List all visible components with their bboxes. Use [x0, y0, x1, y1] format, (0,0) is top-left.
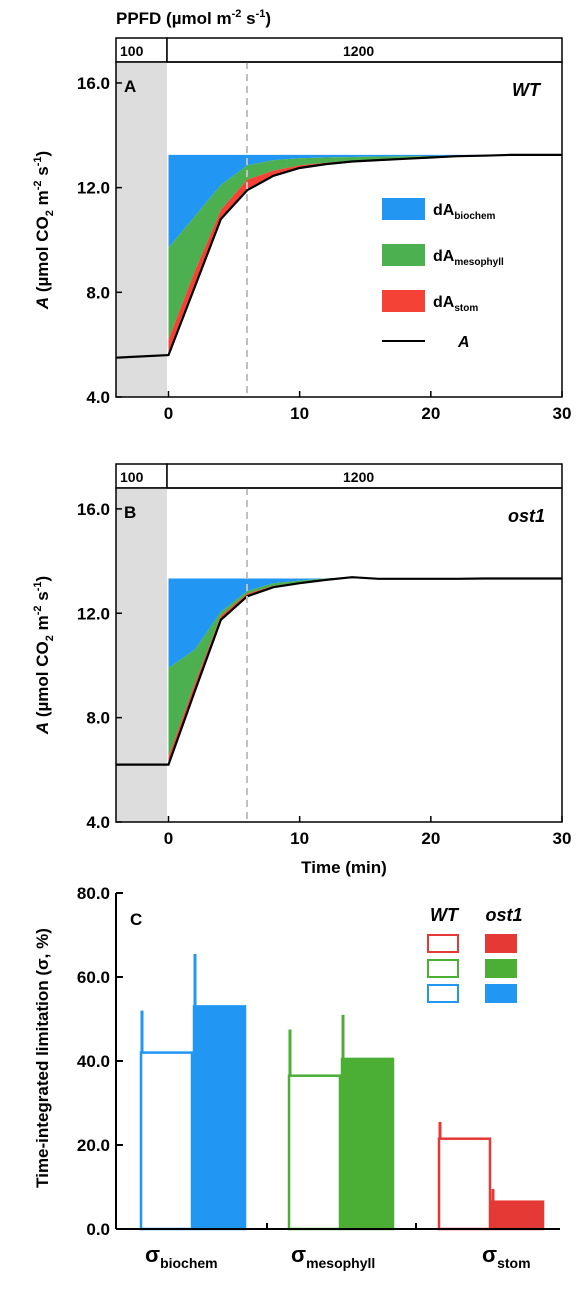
legend-prefix-biochem: dA — [433, 202, 455, 219]
legend-swatch-wt-biochem — [427, 984, 459, 1003]
y-tick-label: 60.0 — [77, 968, 110, 987]
bar-ost1-biochem — [192, 1005, 247, 1231]
legend-sub-biochem: biochem — [454, 211, 495, 222]
ticks-b: 0 10 20 30 4.0 8.0 12.0 16.0 — [77, 500, 572, 848]
x-tick-label: 0 — [164, 829, 173, 848]
x-axis-label: Time (min) — [301, 858, 387, 877]
panel-a: 100 1200 A WT dAbiochem dAmesophyll dAst… — [32, 37, 572, 423]
legend-sub-mesophyll: mesophyll — [454, 257, 504, 268]
y-tick-label: 0.0 — [86, 1220, 110, 1239]
legend-sub-stom: stom — [454, 303, 478, 314]
y-tick-label: 16.0 — [77, 74, 110, 93]
line-a — [116, 576, 562, 766]
y-tick-label: 12.0 — [77, 179, 110, 198]
bar-wt-stom — [437, 1137, 492, 1231]
genotype-label-wt: WT — [512, 80, 542, 100]
legend-prefix-stom: dA — [433, 294, 455, 311]
ppfd-label: PPFD (µmol m-2 s-1) — [116, 8, 271, 28]
bar-wt-biochem — [139, 1051, 194, 1231]
areas-a — [115, 153, 562, 359]
legend-label-biochem: dAbiochem — [433, 202, 496, 222]
x-tick-label: 30 — [553, 829, 572, 848]
y-tick-label: 16.0 — [77, 500, 110, 519]
y-tick-label: 4.0 — [86, 813, 110, 832]
panel-label-b: B — [124, 503, 136, 522]
legend-swatch-ost1-stom — [485, 934, 517, 953]
y-tick-label: 4.0 — [86, 388, 110, 407]
bars-c — [139, 953, 545, 1231]
ticks-a: 0 10 20 30 4.0 8.0 12.0 16.0 — [77, 74, 572, 423]
panel-label-c: C — [130, 910, 142, 929]
panel-c: 0.0 20.0 40.0 60.0 80.0 C WT ost1 σbiochem σm… — [33, 884, 560, 1271]
ppfd-bar-high — [166, 463, 563, 489]
ppfd-bar-low-label: 100 — [120, 43, 144, 59]
genotype-label-ost1: ost1 — [508, 506, 545, 526]
x-tick-label: 20 — [421, 404, 440, 423]
ppfd-bar-high-label: 1200 — [343, 43, 374, 59]
ppfd-bar-low — [115, 463, 168, 489]
ppfd-bar-high-label: 1200 — [343, 469, 374, 485]
y-tick-label: 12.0 — [77, 604, 110, 623]
x-tick-label: 20 — [421, 829, 440, 848]
line-a — [115, 153, 562, 359]
area-biochem — [168, 154, 562, 248]
legend-swatch-ost1-mesophyll — [485, 959, 517, 978]
legend-swatch-stom — [382, 290, 425, 312]
ppfd-bar-low-label: 100 — [120, 469, 144, 485]
x-tick-label: 10 — [290, 404, 309, 423]
y-axis-label-c: Time-integrated limitation (σ, %) — [33, 928, 52, 1188]
y-tick-label: 20.0 — [77, 1136, 110, 1155]
plot-frame-b — [115, 487, 563, 823]
plot-frame-a — [115, 61, 563, 398]
legend-swatch-ost1-biochem — [485, 984, 517, 1003]
panel-label-a: A — [124, 77, 136, 96]
ticks-c: 0.0 20.0 40.0 60.0 80.0 — [77, 884, 417, 1239]
legend-c-swatches — [427, 934, 517, 1003]
legend-swatch-biochem — [382, 198, 425, 220]
y-axis-label-a: A (µmol CO2 m-2 s-1) — [32, 151, 56, 310]
y-tick-label: 8.0 — [86, 283, 110, 302]
x-tick-label: 0 — [164, 404, 173, 423]
legend-swatch-mesophyll — [382, 244, 425, 266]
legend-label-a: A — [457, 334, 470, 351]
category-label-biochem: σbiochem — [145, 1242, 218, 1271]
legend-a: dAbiochem dAmesophyll dAstom A — [382, 198, 504, 351]
legend-swatch-wt-mesophyll — [427, 959, 459, 978]
y-tick-label: 80.0 — [77, 884, 110, 903]
area-mesophyll — [168, 154, 562, 340]
dark-period-shade — [116, 62, 167, 397]
legend-prefix-mesophyll: dA — [433, 248, 455, 265]
legend-swatch-wt-stom — [427, 934, 459, 953]
y-axis-label-b: A (µmol CO2 m-2 s-1) — [32, 576, 56, 735]
area-biochem — [168, 577, 562, 668]
legend-label-mesophyll: dAmesophyll — [433, 248, 504, 268]
dark-period-shade — [116, 488, 167, 822]
legend-header-ost1: ost1 — [485, 905, 522, 925]
ppfd-bar-high — [166, 37, 563, 63]
bar-ost1-stom — [490, 1200, 545, 1231]
category-labels: σbiochem σmesophyll σstom — [145, 1242, 531, 1271]
legend-header-wt: WT — [430, 905, 460, 925]
y-tick-label: 8.0 — [86, 709, 110, 728]
legend-c: WT ost1 — [427, 905, 523, 1003]
x-tick-label: 30 — [553, 404, 572, 423]
panel-b: 100 1200 B ost1 0 10 20 30 4.0 8.0 12.0 16.0 A … — [32, 463, 572, 877]
bar-wt-mesophyll — [287, 1074, 342, 1231]
y-tick-label: 40.0 — [77, 1052, 110, 1071]
areas-b — [116, 576, 562, 766]
x-tick-label: 10 — [290, 829, 309, 848]
category-label-stom: σstom — [482, 1242, 531, 1271]
legend-label-stom: dAstom — [433, 294, 478, 314]
bar-ost1-mesophyll — [340, 1057, 395, 1231]
category-label-mesophyll: σmesophyll — [291, 1242, 375, 1271]
